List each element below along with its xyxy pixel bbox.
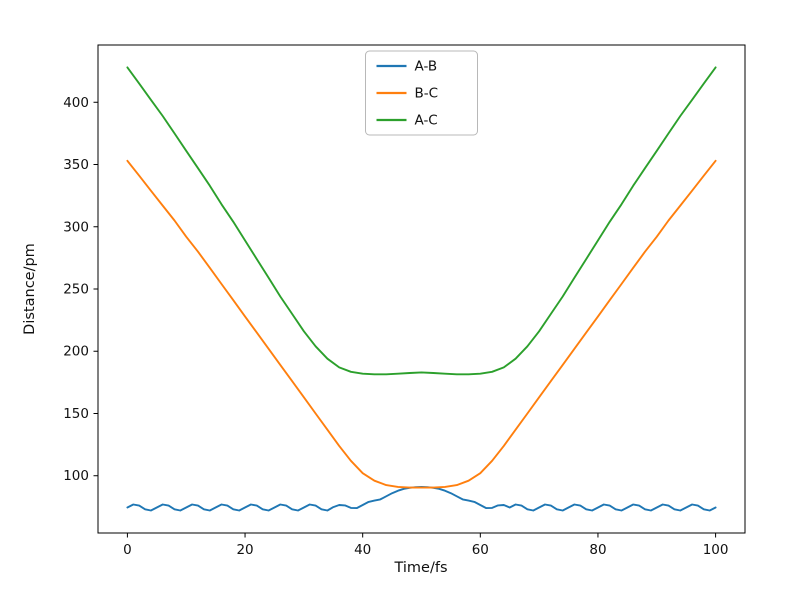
- y-tick-label: 100: [63, 468, 89, 484]
- x-tick-label: 60: [472, 542, 489, 558]
- y-tick-label: 400: [63, 95, 89, 111]
- y-tick-label: 200: [63, 344, 89, 360]
- x-tick-label: 40: [354, 542, 371, 558]
- x-tick-label: 100: [703, 542, 729, 558]
- legend-box: [365, 50, 478, 136]
- y-axis-label: Distance/pm: [22, 243, 38, 335]
- series-line-A-B: [126, 485, 717, 512]
- x-tick-label: 80: [589, 542, 606, 558]
- series-line-A-C: [126, 66, 717, 376]
- legend-label: B-C: [415, 86, 439, 102]
- y-tick-label: 300: [63, 219, 89, 235]
- legend-label: A-B: [415, 59, 438, 75]
- series-line-B-C: [126, 159, 717, 489]
- legend-label: A-C: [415, 113, 438, 129]
- x-tick-label: 0: [123, 542, 132, 558]
- x-tick-label: 20: [236, 542, 253, 558]
- y-tick-label: 350: [63, 157, 89, 173]
- y-tick-label: 250: [63, 282, 89, 298]
- x-axis-label: Time/fs: [394, 560, 448, 576]
- y-tick-label: 150: [63, 406, 89, 422]
